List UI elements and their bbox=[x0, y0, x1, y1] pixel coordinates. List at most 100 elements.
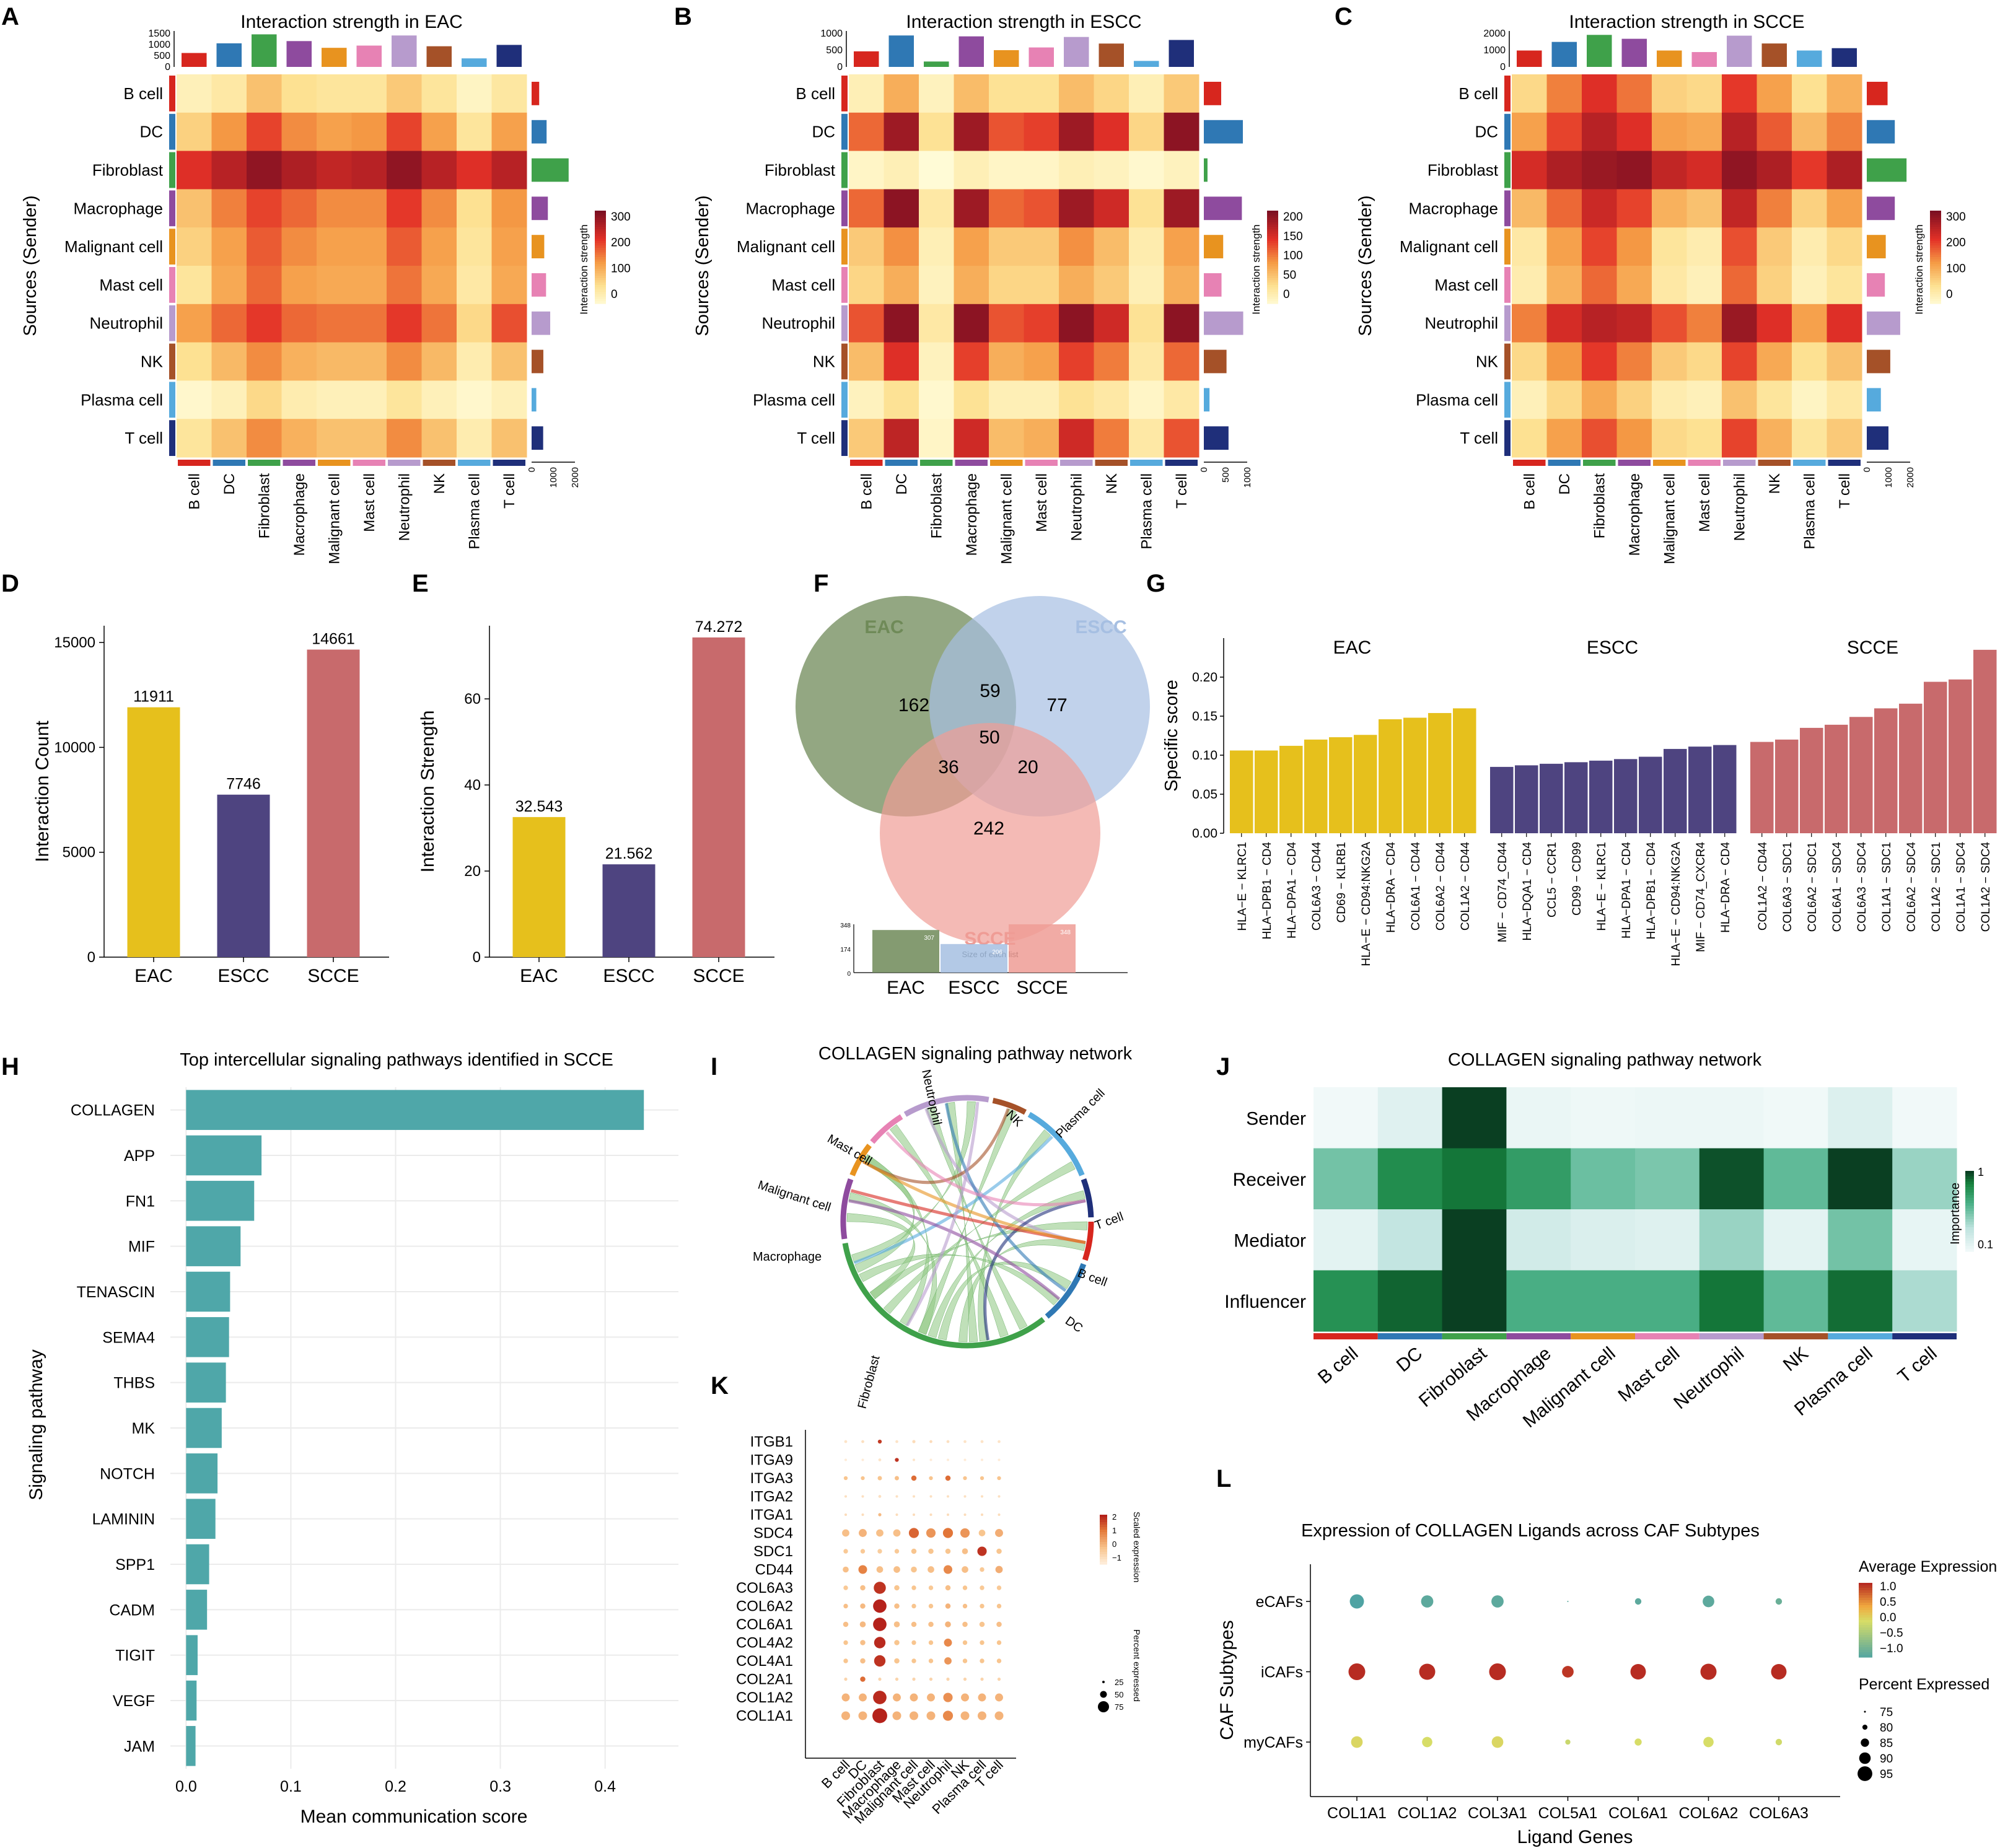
heatmap-cell bbox=[1756, 112, 1792, 152]
gene-label: ITGA9 bbox=[750, 1452, 793, 1469]
row-label: Macrophage bbox=[745, 199, 835, 217]
col-color-mast-cell bbox=[1025, 460, 1058, 466]
legend-gradient-step bbox=[1859, 1605, 1872, 1608]
heatmap-cell bbox=[317, 74, 352, 113]
dot bbox=[858, 1565, 867, 1574]
chord-link bbox=[905, 1101, 980, 1327]
dot bbox=[928, 1640, 934, 1645]
dot bbox=[873, 1691, 887, 1704]
dot bbox=[877, 1476, 882, 1481]
dot bbox=[962, 1585, 968, 1590]
x-tick-label: COL1A1 bbox=[1327, 1805, 1387, 1822]
dot bbox=[963, 1677, 967, 1681]
top-bar-fibroblast bbox=[252, 34, 277, 67]
legend-gradient-step bbox=[1267, 227, 1278, 230]
legend-gradient-step bbox=[1859, 1642, 1872, 1645]
importance-cell bbox=[1763, 1087, 1828, 1149]
x-tick-label: COL6A1 − SDC4 bbox=[1831, 842, 1844, 932]
legend-gradient-step bbox=[1930, 264, 1941, 267]
legend-gradient-step bbox=[595, 264, 606, 267]
legend-gradient-step bbox=[1100, 1554, 1107, 1557]
heatmap-cell bbox=[1827, 304, 1862, 343]
heatmap-cell bbox=[281, 112, 317, 152]
legend-gradient-step bbox=[1267, 285, 1278, 288]
legend-gradient-step bbox=[595, 229, 606, 232]
legend-gradient-step bbox=[1965, 1208, 1974, 1212]
legend-gradient-step bbox=[595, 231, 606, 235]
legend-gradient-step bbox=[595, 250, 606, 253]
legend-gradient-step bbox=[1930, 240, 1941, 244]
heatmap-cell bbox=[1024, 419, 1059, 458]
dot bbox=[1491, 1595, 1504, 1608]
dot bbox=[962, 1640, 968, 1645]
row-label: T cell bbox=[1460, 429, 1498, 447]
heatmap-cell bbox=[177, 304, 212, 343]
heatmap-cell bbox=[1686, 189, 1722, 228]
heatmap-cell bbox=[1129, 112, 1164, 152]
row-label: T cell bbox=[797, 429, 835, 447]
heatmap-cell bbox=[1164, 189, 1199, 228]
size-tick: 348 bbox=[840, 922, 851, 929]
heatmap-cell bbox=[1094, 380, 1129, 419]
col-label: DC bbox=[893, 473, 910, 495]
legend-gradient-step bbox=[1859, 1622, 1872, 1626]
dot bbox=[895, 1495, 898, 1498]
legend-gradient-step bbox=[1965, 1214, 1974, 1217]
row-label: Plasma cell bbox=[1416, 390, 1498, 409]
heatmap-cell bbox=[1129, 189, 1164, 228]
row-label: T cell bbox=[125, 429, 163, 447]
row-label: Macrophage bbox=[73, 199, 163, 217]
y-axis-title: Interaction Strength bbox=[418, 711, 438, 873]
dot bbox=[1422, 1736, 1432, 1748]
sector-label-dc: DC bbox=[1063, 1314, 1085, 1336]
importance-cell bbox=[1377, 1087, 1443, 1149]
legend-gradient-step bbox=[1267, 271, 1278, 274]
top-bar-mast-cell bbox=[1691, 52, 1717, 67]
importance-cell bbox=[1828, 1209, 1893, 1271]
heatmap-cell bbox=[849, 151, 884, 190]
importance-cell bbox=[1699, 1148, 1765, 1210]
chord-link bbox=[883, 1161, 1076, 1314]
y-axis-title: Sources (Sender) bbox=[20, 195, 40, 336]
importance-cell bbox=[1313, 1270, 1379, 1332]
legend-tick: −0.5 bbox=[1880, 1627, 1903, 1640]
x-tick-label: EAC bbox=[134, 966, 173, 986]
heatmap-cell bbox=[491, 227, 527, 266]
heatmap-cell bbox=[1059, 342, 1094, 381]
dot bbox=[998, 1513, 1001, 1517]
heatmap-cell bbox=[281, 342, 317, 381]
right-bar-mast-cell bbox=[532, 273, 546, 297]
dot bbox=[929, 1440, 932, 1443]
dot bbox=[1562, 1666, 1574, 1678]
heatmap-cell bbox=[849, 266, 884, 305]
heatmap-cell bbox=[1652, 189, 1687, 228]
legend-gradient-step bbox=[1930, 248, 1941, 251]
dot bbox=[980, 1495, 984, 1498]
importance-cell bbox=[1828, 1148, 1893, 1210]
legend-gradient-step bbox=[1267, 257, 1278, 260]
col-label: B cell bbox=[1314, 1343, 1362, 1388]
row-label: B cell bbox=[1458, 84, 1498, 103]
legend-gradient-step bbox=[1100, 1559, 1107, 1562]
heatmap-cell bbox=[1129, 304, 1164, 343]
importance-cell bbox=[1442, 1209, 1507, 1271]
importance-cell bbox=[1571, 1209, 1636, 1271]
dot bbox=[895, 1476, 899, 1481]
dot bbox=[962, 1603, 968, 1609]
heatmap-cell bbox=[177, 227, 212, 266]
top-bar-macrophage bbox=[1621, 38, 1647, 67]
heatmap-cell bbox=[919, 227, 954, 266]
gene-label: COL4A1 bbox=[736, 1653, 793, 1670]
bar-thbs bbox=[186, 1362, 226, 1403]
legend-gradient-step bbox=[1965, 1181, 1974, 1185]
top-bar-nk bbox=[426, 46, 452, 67]
bar-eac bbox=[1428, 712, 1452, 833]
legend-gradient-step bbox=[595, 240, 606, 244]
legend-gradient-step bbox=[595, 301, 606, 304]
legend-gradient-step bbox=[1965, 1238, 1974, 1241]
panel-letter-g: G bbox=[1146, 570, 1165, 597]
row-label: DC bbox=[1475, 123, 1498, 141]
row-color-mast-cell bbox=[841, 267, 848, 303]
col-color-dc bbox=[213, 460, 245, 466]
col-label: Mast cell bbox=[361, 473, 378, 532]
